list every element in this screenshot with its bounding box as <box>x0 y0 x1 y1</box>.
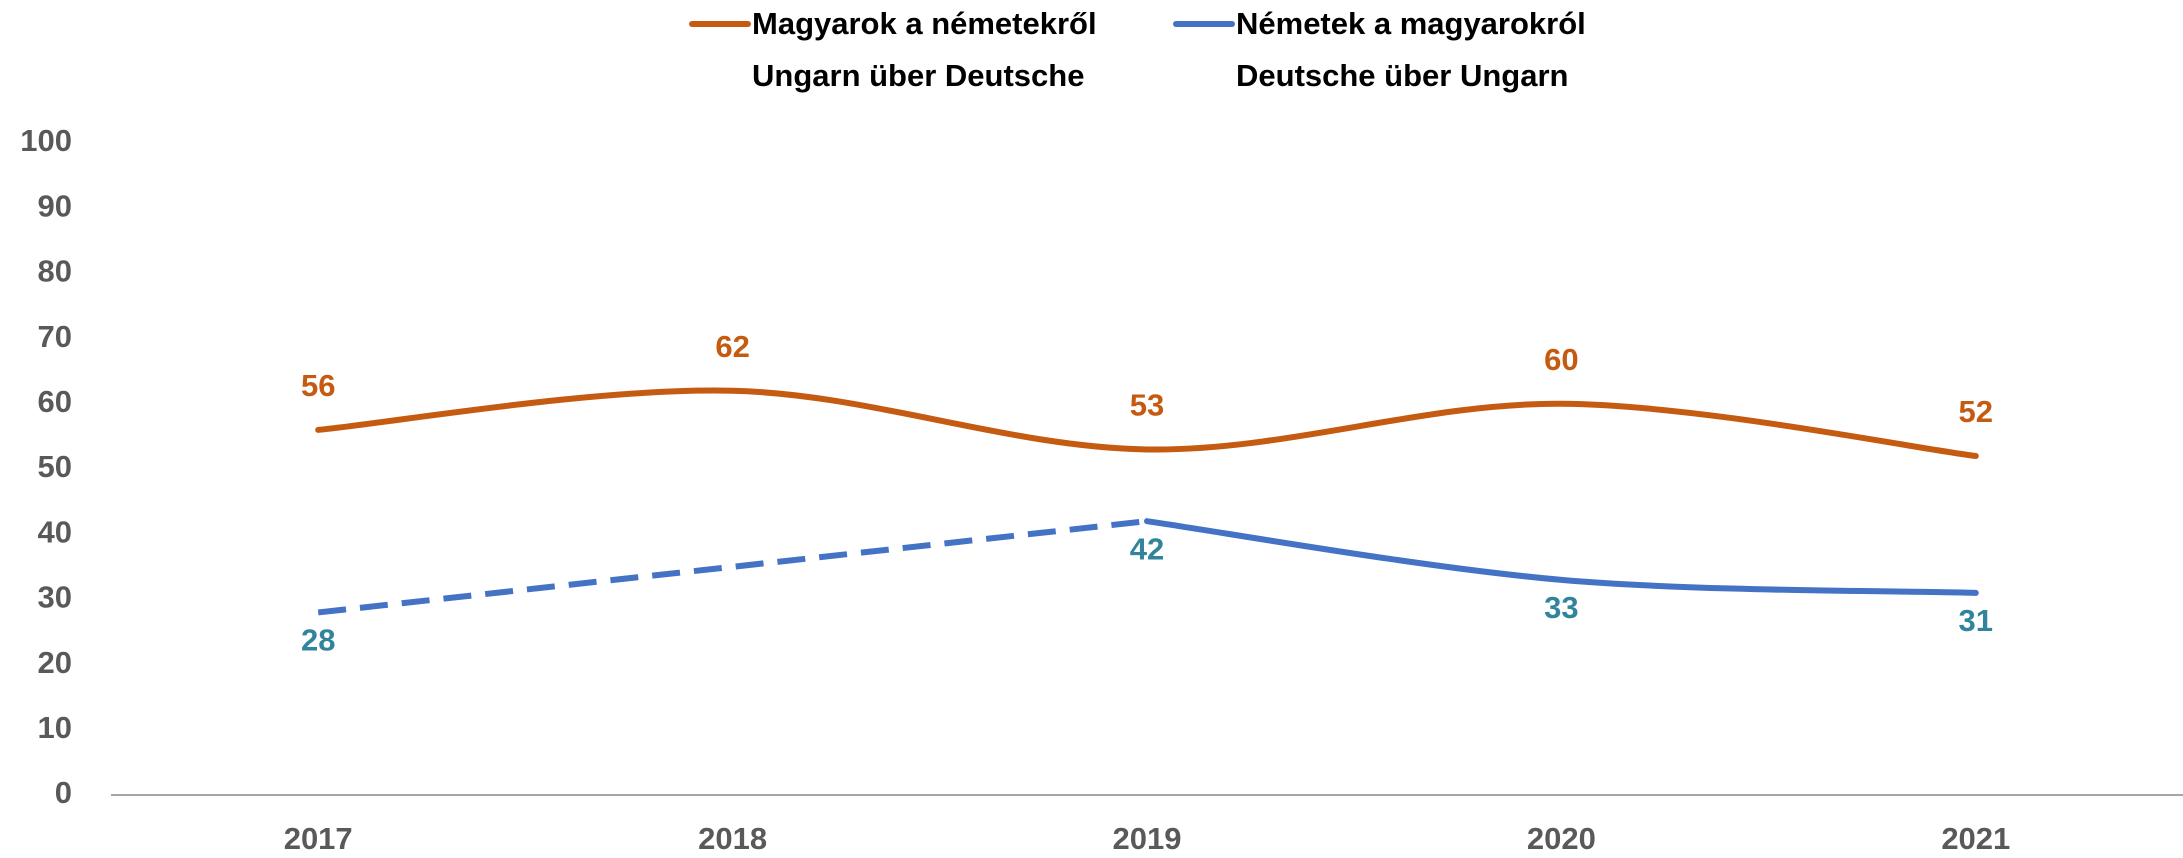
y-tick-label: 90 <box>38 188 72 223</box>
y-tick-label: 70 <box>38 319 72 354</box>
x-tick-label: 2018 <box>698 821 767 856</box>
data-label: 60 <box>1544 342 1578 377</box>
y-tick-label: 10 <box>38 710 72 745</box>
y-tick-label: 40 <box>38 514 72 549</box>
y-tick-label: 50 <box>38 449 72 484</box>
y-tick-label: 60 <box>38 384 72 419</box>
legend-label: Deutsche über Ungarn <box>1236 58 1568 93</box>
y-tick-label: 0 <box>55 775 72 810</box>
y-tick-label: 30 <box>38 580 72 615</box>
y-tick-label: 80 <box>38 254 72 289</box>
data-label: 42 <box>1130 531 1164 566</box>
x-tick-label: 2021 <box>1941 821 2010 856</box>
x-tick-label: 2017 <box>284 821 353 856</box>
legend-label: Németek a magyarokról <box>1236 6 1586 41</box>
data-label: 31 <box>1959 603 1993 638</box>
legend-label: Ungarn über Deutsche <box>752 58 1084 93</box>
data-label: 53 <box>1130 388 1164 423</box>
line <box>1144 518 1979 596</box>
dashed-line <box>317 518 1148 616</box>
x-tick-label: 2019 <box>1113 821 1182 856</box>
data-label: 52 <box>1959 394 1993 429</box>
legend-label: Magyarok a németekről <box>752 6 1097 41</box>
y-tick-label: 100 <box>20 123 72 158</box>
line <box>315 387 1979 459</box>
y-tick-label: 20 <box>38 645 72 680</box>
data-label: 56 <box>301 368 335 403</box>
x-tick-label: 2020 <box>1527 821 1596 856</box>
data-label: 28 <box>301 623 335 658</box>
data-label: 33 <box>1544 590 1578 625</box>
data-label: 62 <box>715 329 749 364</box>
